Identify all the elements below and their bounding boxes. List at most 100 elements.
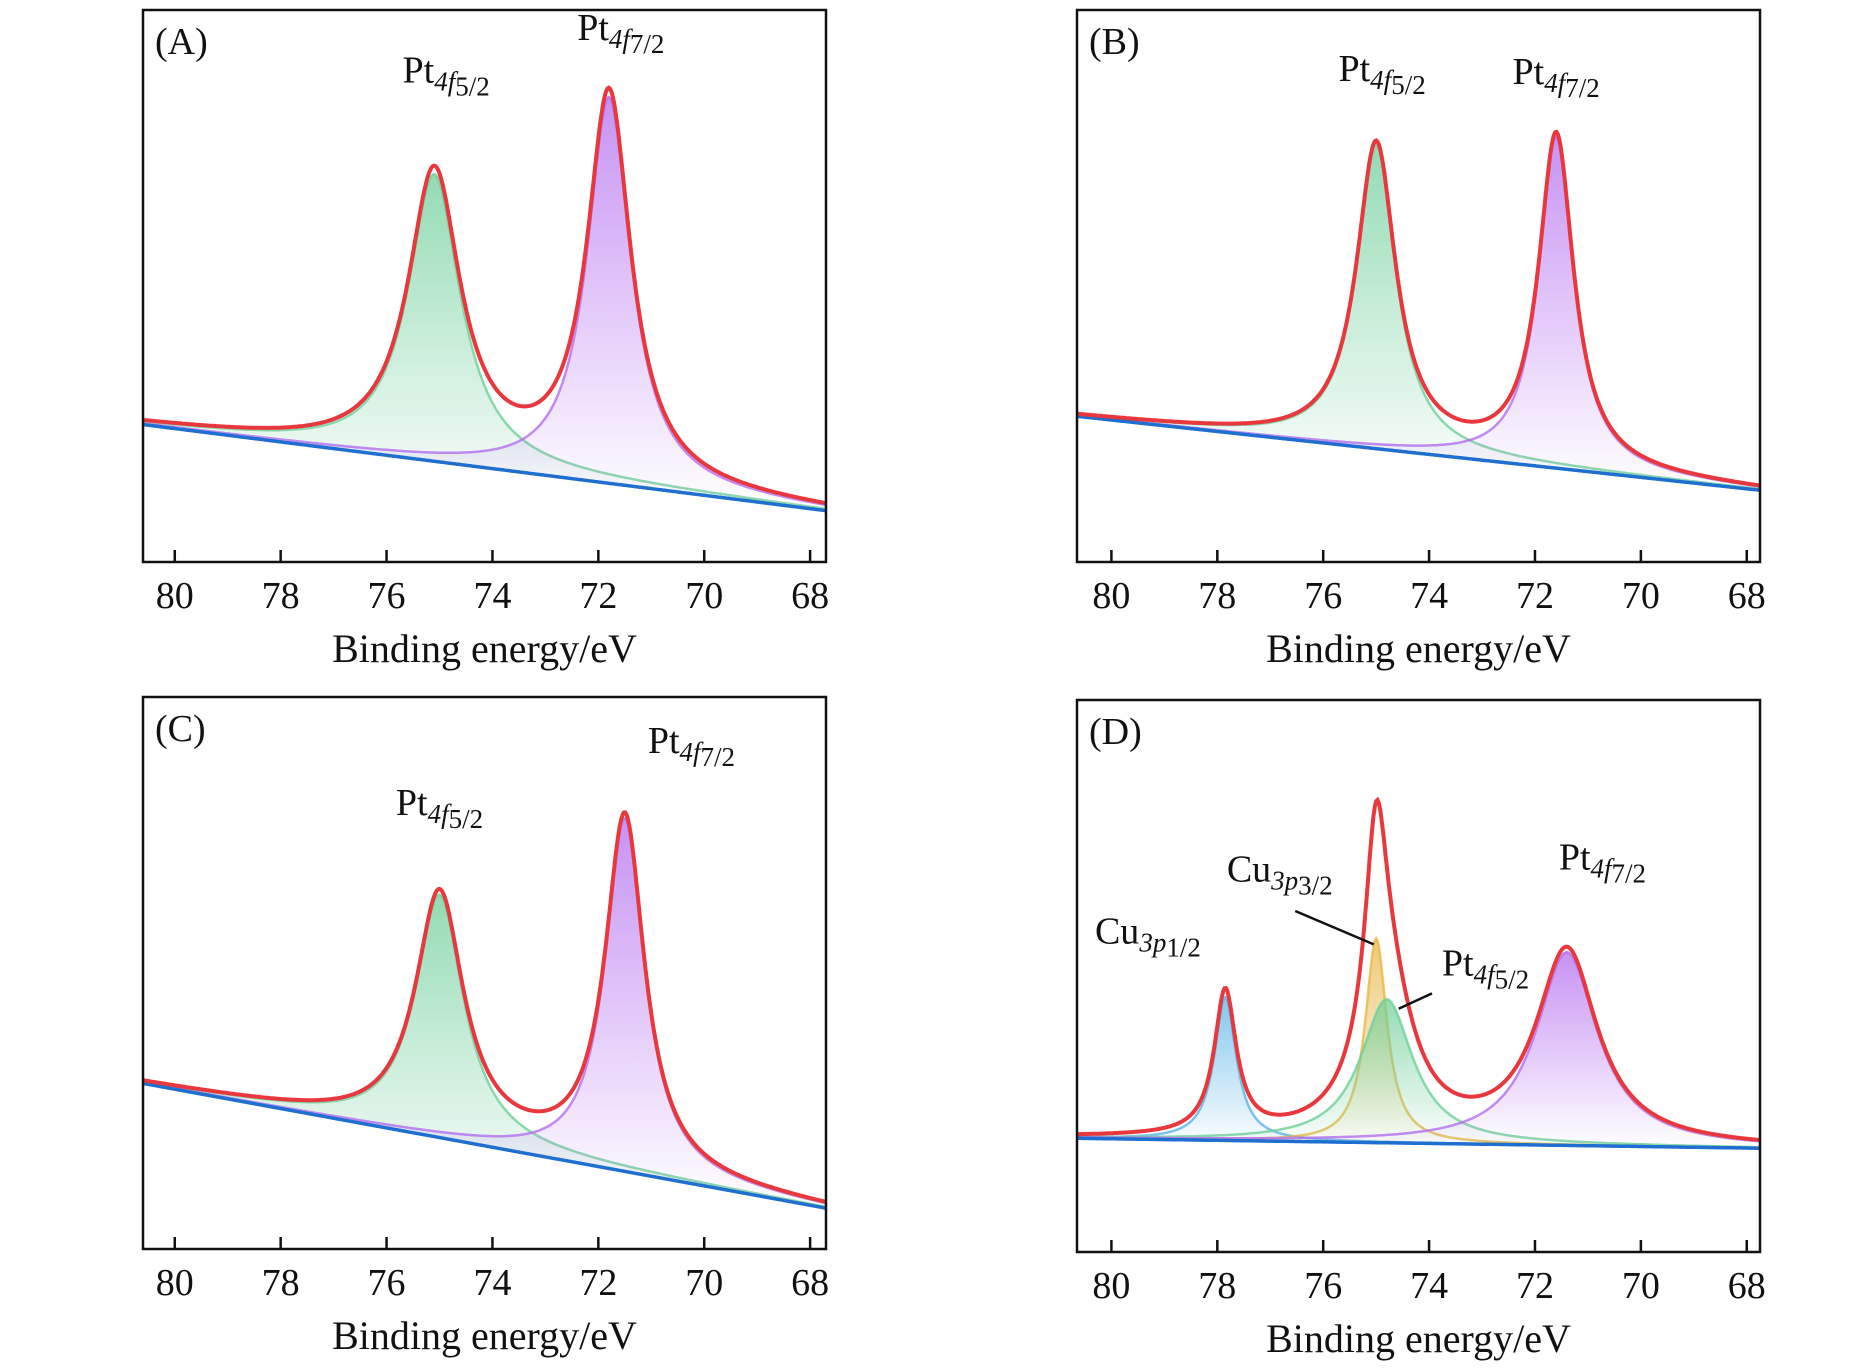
x-tick-label: 70 xyxy=(685,575,723,617)
peak-curve xyxy=(143,893,826,1209)
peak-label-base: Pt xyxy=(1338,48,1370,90)
peak-label-subsub: 5/2 xyxy=(449,804,484,834)
envelope xyxy=(143,810,826,1204)
peak-curve xyxy=(1077,951,1760,1143)
peak-fill xyxy=(1077,137,1760,491)
x-tick-label: 68 xyxy=(791,575,829,617)
peak-label-sub: 4f xyxy=(428,799,453,829)
peak-fill xyxy=(1077,145,1760,491)
peak-label-sub: 3p xyxy=(1270,865,1298,895)
peak-label-subsub: 7/2 xyxy=(1565,73,1600,103)
peak-fill xyxy=(143,174,826,511)
peak-label-sub: 3p xyxy=(1138,928,1166,958)
peak-label-sub: 4f xyxy=(434,66,459,96)
plot-area xyxy=(143,810,826,1210)
peak-fill xyxy=(143,96,826,511)
peak-label: Pt4f5/2 xyxy=(1338,48,1425,100)
x-tick-label: 70 xyxy=(685,1262,723,1304)
peak-label: Pt4f7/2 xyxy=(1559,836,1646,888)
peak-label: Pt4f7/2 xyxy=(577,7,664,59)
x-tick-label: 80 xyxy=(156,575,194,617)
peak-label-subsub: 5/2 xyxy=(1495,964,1530,994)
x-tick-label: 72 xyxy=(579,575,617,617)
panel-title: (A) xyxy=(155,21,208,63)
x-tick-label: 80 xyxy=(156,1262,194,1304)
x-axis-label: Binding energy/eV xyxy=(332,626,637,671)
plot-area xyxy=(143,85,826,513)
peak-label-subsub: 1/2 xyxy=(1166,933,1201,963)
x-axis-label: Binding energy/eV xyxy=(332,1313,637,1358)
axes-frame xyxy=(1075,8,1762,564)
plot-area xyxy=(1077,129,1760,492)
x-tick-label: 72 xyxy=(1516,575,1554,617)
peak-label-subsub: 3/2 xyxy=(1298,870,1333,900)
axes-frame xyxy=(141,695,828,1251)
peak-curve xyxy=(143,95,826,507)
peak-label: Pt4f5/2 xyxy=(396,782,483,834)
plot-area xyxy=(1077,796,1760,1150)
panel-title: (C) xyxy=(155,708,206,750)
x-tick-label: 76 xyxy=(1304,1265,1342,1307)
x-tick-label: 70 xyxy=(1622,1265,1660,1307)
peak-label-base: Pt xyxy=(1559,836,1591,878)
x-tick-label: 76 xyxy=(368,575,406,617)
peak-label-sub: 4f xyxy=(1544,68,1569,98)
x-tick-label: 76 xyxy=(1304,575,1342,617)
axes-frame xyxy=(141,8,828,564)
peak-label-sub: 4f xyxy=(609,24,634,54)
x-tick-label: 78 xyxy=(262,575,300,617)
peak-fill xyxy=(1077,952,1760,1149)
envelope xyxy=(1077,129,1760,488)
x-tick-label: 80 xyxy=(1092,575,1130,617)
panel-title: (B) xyxy=(1089,21,1140,63)
x-tick-label: 72 xyxy=(579,1262,617,1304)
x-tick-label: 74 xyxy=(473,575,511,617)
peak-label: Pt4f5/2 xyxy=(402,49,489,101)
baseline xyxy=(143,422,826,513)
peak-label-subsub: 7/2 xyxy=(701,742,736,772)
x-tick-label: 76 xyxy=(368,1262,406,1304)
x-tick-label: 78 xyxy=(1198,1265,1236,1307)
peak-label: Pt4f7/2 xyxy=(1513,51,1600,103)
peak-label: Pt4f7/2 xyxy=(648,720,735,772)
x-tick-label: 72 xyxy=(1516,1265,1554,1307)
peak-label-base: Cu xyxy=(1095,911,1139,953)
peak-fill xyxy=(143,818,826,1209)
baseline xyxy=(143,1081,826,1210)
peak-label-subsub: 5/2 xyxy=(455,71,490,101)
peak-label: Cu3p1/2 xyxy=(1095,911,1201,963)
leader-line xyxy=(1294,909,1375,946)
peak-label-base: Pt xyxy=(648,720,680,762)
peak-label-subsub: 7/2 xyxy=(630,29,665,59)
x-tick-label: 68 xyxy=(1728,575,1766,617)
x-tick-label: 70 xyxy=(1622,575,1660,617)
peak-label: Cu3p3/2 xyxy=(1227,848,1333,900)
peak-label-base: Pt xyxy=(402,49,434,91)
x-axis-label: Binding energy/eV xyxy=(1266,1316,1571,1361)
peak-fill xyxy=(1077,997,1760,1149)
peak-label-base: Pt xyxy=(577,7,609,49)
envelope xyxy=(143,85,826,506)
x-tick-label: 68 xyxy=(791,1262,829,1304)
peak-label-sub: 4f xyxy=(1474,959,1499,989)
peak-fill xyxy=(143,894,826,1209)
peak-label-subsub: 5/2 xyxy=(1391,70,1426,100)
x-axis-label: Binding energy/eV xyxy=(1266,626,1571,671)
peak-label-base: Pt xyxy=(1442,942,1474,984)
x-tick-label: 78 xyxy=(262,1262,300,1304)
baseline xyxy=(1077,1136,1760,1150)
x-tick-label: 80 xyxy=(1092,1265,1130,1307)
peak-label-sub: 4f xyxy=(1591,853,1616,883)
x-tick-label: 74 xyxy=(1410,575,1448,617)
peak-label-subsub: 7/2 xyxy=(1612,858,1647,888)
baseline xyxy=(1077,414,1760,492)
x-tick-label: 74 xyxy=(1410,1265,1448,1307)
x-tick-label: 78 xyxy=(1198,575,1236,617)
peak-label-sub: 4f xyxy=(1370,65,1395,95)
panel-title: (D) xyxy=(1089,711,1142,753)
peak-label: Pt4f5/2 xyxy=(1442,942,1529,994)
